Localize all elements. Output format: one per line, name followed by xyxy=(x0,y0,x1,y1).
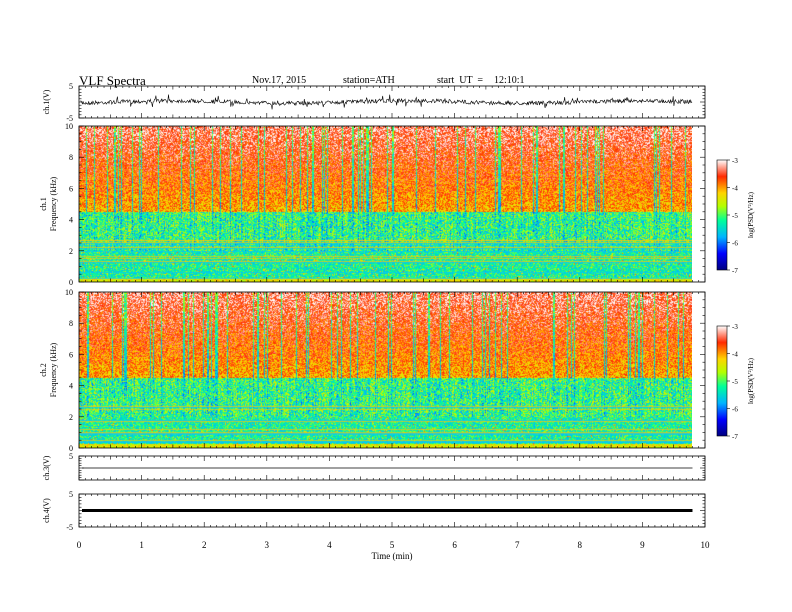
x-tick-label: 10 xyxy=(701,540,711,550)
y-axis-label: Frequency (kHz) xyxy=(49,342,58,397)
colorbar-tick-label: -6 xyxy=(732,240,738,248)
colorbar-tick-label: -6 xyxy=(732,406,738,414)
figure-title: VLF Spectra xyxy=(79,73,146,88)
y-tick-label: 8 xyxy=(69,153,73,162)
colorbar-tick-label: -4 xyxy=(732,351,738,359)
x-tick-label: 6 xyxy=(452,540,457,550)
colorbar-tick-label: -7 xyxy=(732,267,738,275)
y-axis-label: Frequency (kHz) xyxy=(49,176,58,231)
y-tick-label: 4 xyxy=(69,216,73,225)
y-tick-label: -5 xyxy=(66,114,73,123)
y-tick-label: 6 xyxy=(69,184,73,193)
start-ut-label: start UT = xyxy=(437,75,484,86)
y-tick-label: 0 xyxy=(69,278,73,287)
y-tick-label: -5 xyxy=(66,523,73,532)
x-tick-label: 1 xyxy=(139,540,144,550)
colorbar-tick-label: -5 xyxy=(732,378,738,386)
y-tick-label: 5 xyxy=(69,490,73,499)
y-tick-label: 2 xyxy=(69,247,73,256)
y-tick-label: 5 xyxy=(69,452,73,461)
colorbar-tick-label: -3 xyxy=(732,323,738,331)
date-label: Nov.17, 2015 xyxy=(252,75,307,86)
colorbar-label: log(PSD(V²/Hz) xyxy=(747,191,755,238)
colorbar-tick-label: -4 xyxy=(732,185,738,193)
x-tick-label: 2 xyxy=(202,540,207,550)
x-tick-label: 4 xyxy=(327,540,332,550)
x-tick-label: 5 xyxy=(390,540,395,550)
x-tick-label: 7 xyxy=(515,540,520,550)
channel-label: ch.1 xyxy=(39,197,48,211)
y-tick-label: 5 xyxy=(69,82,73,91)
y-tick-label: 4 xyxy=(69,382,73,391)
x-tick-label: 0 xyxy=(77,540,82,550)
spectrogram-image xyxy=(79,126,692,282)
y-tick-label: 2 xyxy=(69,413,73,422)
x-axis-label: Time (min) xyxy=(372,551,413,561)
x-tick-label: 3 xyxy=(265,540,270,550)
y-tick-label: 8 xyxy=(69,319,73,328)
spectrogram-image xyxy=(79,292,692,448)
y-tick-label: 10 xyxy=(65,122,73,131)
y-tick-label: 6 xyxy=(69,350,73,359)
start-ut-value: 12:10:1 xyxy=(494,75,525,86)
colorbar xyxy=(716,325,728,437)
waveform-line xyxy=(80,94,693,110)
station-label: station=ATH xyxy=(343,75,395,86)
channel-label: ch.2 xyxy=(39,363,48,377)
y-tick-label: 10 xyxy=(65,288,73,297)
y-axis-label: ch.1(V) xyxy=(42,89,51,114)
colorbar-label: log(PSD(V²/Hz) xyxy=(747,357,755,404)
y-axis-label: ch.4(V) xyxy=(42,498,51,523)
colorbar-tick-label: -5 xyxy=(732,212,738,220)
x-tick-label: 9 xyxy=(640,540,645,550)
y-tick-label: 0 xyxy=(69,444,73,453)
y-axis-label: ch.3(V) xyxy=(42,455,51,480)
colorbar xyxy=(716,159,728,271)
colorbar-tick-label: -7 xyxy=(732,433,738,441)
x-tick-label: 8 xyxy=(578,540,583,550)
colorbar-tick-label: -3 xyxy=(732,157,738,165)
